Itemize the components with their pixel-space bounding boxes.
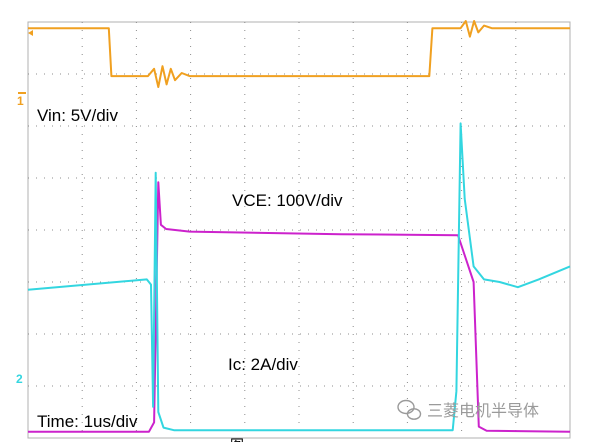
vce-scale-label: VCE: 100V/div — [232, 191, 343, 210]
channel-1-marker: 1 — [17, 92, 26, 108]
vin-trace — [28, 20, 570, 88]
vce-trace — [28, 181, 571, 433]
watermark-text: 三菱电机半导体 — [427, 401, 539, 420]
wechat-icon — [397, 399, 422, 420]
graticule — [28, 22, 570, 438]
watermark: 三菱电机半导体 — [397, 399, 539, 420]
trigger-marker-icon — [28, 30, 33, 36]
ic-trace — [27, 122, 571, 432]
ic-scale-label: Ic: 2A/div — [228, 355, 298, 374]
time-scale-label: Time: 1us/div — [37, 412, 138, 431]
caption-fragment: 图 — [230, 437, 244, 442]
channel-2-marker-label: 2 — [16, 372, 23, 386]
channel-1-marker-label: 1 — [17, 94, 24, 108]
traces — [27, 20, 571, 433]
vin-scale-label: Vin: 5V/div — [37, 106, 118, 125]
channel-2-marker: 2 — [16, 372, 23, 386]
